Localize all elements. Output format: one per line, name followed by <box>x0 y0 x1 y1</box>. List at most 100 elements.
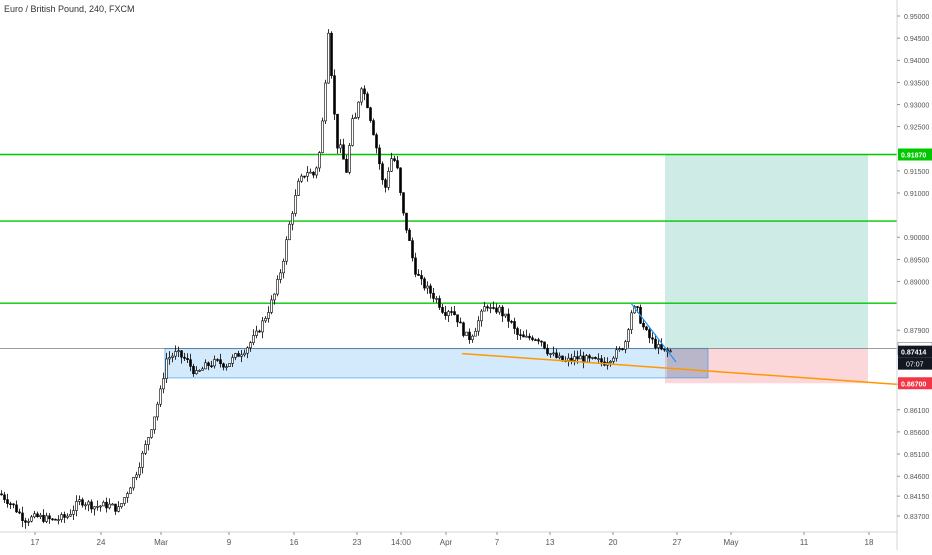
price-tick-label: 0.93000 <box>904 102 929 109</box>
candle-body <box>369 107 372 121</box>
candle-body <box>216 359 219 361</box>
price-tick-label: 0.90000 <box>904 235 929 242</box>
candle-body <box>357 101 360 118</box>
candle-body <box>156 403 159 418</box>
candle-body <box>36 513 39 517</box>
candle-body <box>240 354 243 357</box>
candle-body <box>24 520 27 523</box>
candle-body <box>189 359 192 367</box>
candle-body <box>51 518 54 521</box>
candle-body <box>537 339 540 342</box>
candle-body <box>366 93 369 109</box>
candle-body <box>138 467 141 476</box>
price-tick-label: 0.84600 <box>904 474 929 481</box>
price-tick-label: 0.87900 <box>904 328 929 335</box>
candle-body <box>150 429 153 438</box>
candle-body <box>117 506 120 512</box>
price-tick-label: 0.91500 <box>904 169 929 176</box>
candle-body <box>330 32 333 76</box>
candle-body <box>3 494 6 500</box>
candle-body <box>75 501 78 511</box>
price-tick-label: 0.85100 <box>904 452 929 459</box>
candle-body <box>378 147 381 165</box>
candle-body <box>57 519 60 521</box>
candle-body <box>651 337 654 340</box>
candle-body <box>174 351 177 357</box>
time-tick-label: Apr <box>440 538 453 547</box>
candle-body <box>210 365 213 368</box>
candle-body <box>111 503 114 506</box>
candle-body <box>162 378 165 390</box>
candle-body <box>450 311 453 313</box>
candle-body <box>69 514 72 517</box>
candle-body <box>165 358 168 379</box>
candle-body <box>489 307 492 309</box>
candle-body <box>291 213 294 225</box>
candle-body <box>465 331 468 336</box>
candle-body <box>645 326 648 331</box>
position-stop-zone[interactable] <box>665 348 868 384</box>
candle-body <box>66 515 69 518</box>
price-tick-label: 0.85600 <box>904 430 929 437</box>
candle-body <box>504 313 507 317</box>
time-tick-label: 9 <box>227 538 232 547</box>
candle-body <box>381 163 384 181</box>
candle-body <box>270 299 273 313</box>
candle-body <box>552 352 555 355</box>
position-target-zone[interactable] <box>665 154 868 349</box>
candle-body <box>654 338 657 349</box>
candle-body <box>591 357 594 359</box>
price-tick-label: 0.93500 <box>904 80 929 87</box>
price-tick-label: 0.89000 <box>904 279 929 286</box>
orange-trendline[interactable] <box>461 352 932 388</box>
candle-body <box>390 158 393 172</box>
time-tick-label: May <box>723 538 738 547</box>
candle-body <box>345 158 348 173</box>
candle-body <box>531 337 534 340</box>
price-label-box <box>898 345 932 358</box>
candle-body <box>483 306 486 312</box>
candle-body <box>579 355 582 360</box>
candle-body <box>192 366 195 375</box>
candle-body <box>525 335 528 338</box>
candle-body <box>318 152 321 169</box>
candle-body <box>78 499 81 502</box>
candle-body <box>207 362 210 367</box>
candle-body <box>87 501 90 506</box>
candle-body <box>315 167 318 176</box>
candle-body <box>486 306 489 309</box>
blue-trendline[interactable] <box>630 302 677 363</box>
candle-body <box>621 348 624 350</box>
candle-body <box>249 342 252 349</box>
candle-body <box>612 357 615 362</box>
candle-body <box>498 306 501 313</box>
candle-body <box>42 514 45 522</box>
candle-body <box>306 172 309 177</box>
candle-body <box>39 514 42 517</box>
candle-body <box>264 318 267 322</box>
candle-body <box>219 359 222 365</box>
candle-body <box>27 520 30 523</box>
candle-body <box>231 357 234 364</box>
candle-body <box>225 366 228 368</box>
candle-body <box>321 120 324 153</box>
candle-body <box>426 285 429 289</box>
candle-body <box>438 298 441 308</box>
candle-body <box>588 355 591 359</box>
candle-body <box>15 504 18 513</box>
candle-body <box>468 331 471 341</box>
candle-body <box>663 348 666 351</box>
candle-body <box>441 307 444 313</box>
candle-body <box>408 229 411 241</box>
candle-body <box>297 180 300 196</box>
candle-body <box>261 320 264 333</box>
candle-body <box>204 362 207 370</box>
candle-body <box>276 279 279 295</box>
candle-body <box>312 171 315 176</box>
candle-body <box>627 329 630 342</box>
price-tick-label: 0.92500 <box>904 125 929 132</box>
candle-body <box>534 339 537 341</box>
candle-body <box>144 444 147 454</box>
